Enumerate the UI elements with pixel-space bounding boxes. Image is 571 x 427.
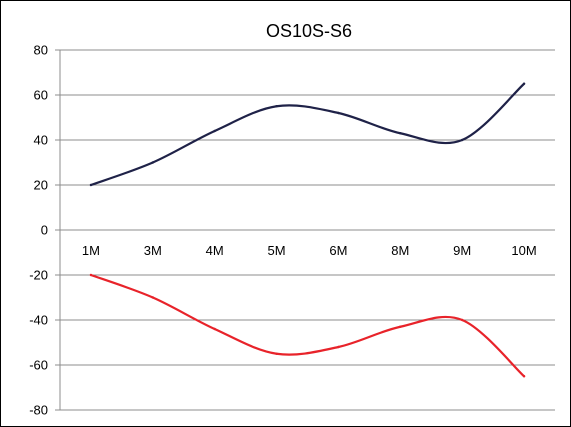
y-tick-label: 0 [41,223,48,238]
y-tick-label: -40 [29,313,48,328]
y-tick-label: 60 [34,88,48,103]
data-point [337,345,340,349]
series-line-1 [89,82,526,187]
y-tick-labels: 80 60 40 20 0 -20 -40 -60 -80 [29,43,48,418]
data-point [89,183,93,187]
x-tick-label: 9M [453,243,471,258]
x-tick-label: 10M [511,243,536,258]
y-tick-label: 40 [34,133,48,148]
x-tick-labels: 1M 3M 4M 5M 6M 8M 9M 10M [82,243,537,258]
series [89,82,526,378]
x-tick-label: 1M [82,243,100,258]
axes [55,49,61,411]
data-point [151,296,155,299]
y-tick-label: 20 [34,178,48,193]
series-line-2 [89,273,526,378]
data-point [399,325,402,328]
data-point [275,105,278,108]
data-point [213,129,216,133]
data-point [275,352,278,355]
data-point [522,375,526,378]
data-point [213,327,216,331]
y-tick-label: -80 [29,403,48,418]
x-tick-label: 4M [206,243,224,258]
data-point [460,138,464,142]
data-point [151,161,155,164]
data-point [460,318,464,322]
data-point [89,273,93,277]
x-tick-label: 8M [391,243,409,258]
chart-title: OS10S-S6 [266,21,352,41]
x-tick-label: 3M [144,243,162,258]
y-tick-label: -20 [29,268,48,283]
y-tick-label: -60 [29,358,48,373]
grid [60,49,555,411]
data-point [399,132,402,135]
data-point [522,82,526,85]
x-tick-label: 6M [329,243,347,258]
y-tick-label: 80 [34,43,48,58]
data-point [337,111,340,115]
x-tick-label: 5M [268,243,286,258]
